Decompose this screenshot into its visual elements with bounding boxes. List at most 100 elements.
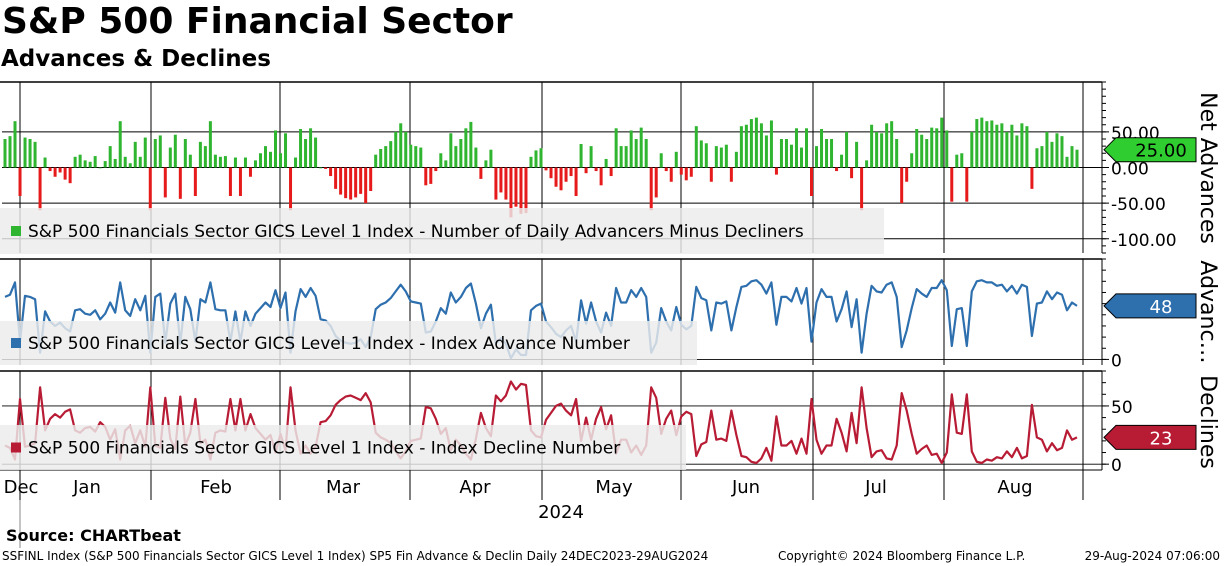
net-advance-bar [810,167,814,196]
net-advance-bar [399,123,403,168]
net-advance-bar [43,157,47,168]
net-advance-bar [794,128,798,168]
net-advance-bar [243,157,247,168]
legend-box [0,425,686,470]
net-advance-bar [228,167,232,196]
net-advance-bar [830,139,834,168]
net-advance-bar [98,167,102,169]
net-advance-bar [38,167,42,211]
net-advance-bar [544,167,548,171]
net-advance-bar [734,151,738,168]
net-advance-bar [764,135,768,168]
x-tick-label-jun: Jun [731,477,760,498]
net-advance-bar [439,153,443,168]
net-advance-bar [1075,149,1079,168]
net-advance-bar [509,167,513,218]
net-advance-bar [699,140,703,168]
net-advance-bar [574,167,578,196]
net-advance-bar [1040,146,1044,168]
legend-box [0,208,884,254]
net-advance-bar [955,154,959,168]
net-advance-bar [769,120,773,168]
net-advance-bar [103,161,107,168]
net-advance-bar [815,146,819,168]
net-advance-bar [704,143,708,168]
net-advance-bar [13,121,17,168]
net-advance-bar [128,163,132,168]
net-advance-bar [319,167,323,169]
net-advance-bar [263,146,267,168]
net-advance-bar [178,167,182,199]
legend-declines: S&P 500 Financials Sector GICS Level 1 I… [28,439,620,459]
net-advance-bar [534,150,538,168]
net-advance-bar [920,134,924,168]
net-advance-bar [669,167,673,182]
net-advance-bar [990,120,994,168]
net-advance-bar [870,124,874,168]
net-advance-bar [639,127,643,168]
net-advance-bar [28,139,32,168]
net-advance-bar [835,167,839,172]
net-advance-bar [845,131,849,168]
net-advance-bar [679,167,683,175]
net-advance-bar [284,133,288,168]
net-advance-bar [1005,131,1009,168]
net-advance-bar [564,167,568,182]
x-tick-label-jul: Jul [864,477,887,498]
x-tick-label-may: May [595,477,633,498]
net-advance-bar [309,128,313,168]
net-advance-bar [709,167,713,182]
legend-swatch [11,442,21,453]
net-advance-bar [589,146,593,168]
advance-line [4,279,1078,360]
legend-swatch [11,338,21,348]
net-advance-bar [324,167,328,169]
net-advance-bar [945,130,949,168]
legend-box [0,321,697,365]
net-advance-bar [153,139,157,168]
net-advance-bar [23,137,27,168]
x-tick-label-mar: Mar [326,477,361,498]
y-tick-label: -100.00 [1111,231,1177,251]
y-tick-label: -50.00 [1111,195,1166,215]
y-tick-label: 0.00 [1111,160,1149,180]
net-advance-bar [594,167,598,172]
net-advance-bar [985,121,989,168]
net-advance-bar [554,167,558,187]
declines-current-value: 23 [1150,428,1173,449]
net-advance-bar [524,167,528,214]
net-advance-bar [689,167,693,177]
axis-title-declines: Declines [1195,375,1220,469]
net-advance-bar [429,167,433,184]
x-tick-label-aug: Aug [997,477,1032,498]
series-description: SSFINL Index (S&P 500 Financials Sector … [2,549,709,563]
net-advance-bar [48,167,52,172]
net-advance-bar [1035,148,1039,168]
net-advance-bar [624,146,628,168]
net-advance-bar [1060,136,1064,168]
net-advance-bar [1045,131,1049,168]
net-advance-bar [1050,141,1054,168]
net-advance-bar [484,160,488,168]
net-advance-bar [900,167,904,204]
y-tick-label: 50 [1111,398,1133,418]
net-advance-bar [8,136,12,168]
net-advance-bar [218,156,222,168]
copyright: Copyright© 2024 Bloomberg Finance L.P. [778,549,1026,563]
net-advance-bar [529,156,533,168]
net-advance-bar [1065,156,1069,168]
net-advance-bar [444,160,448,168]
net-advance-bar [684,167,688,181]
net-advance-bar [369,167,373,192]
net-advance-bar [68,167,72,184]
net-advance-bar [1010,124,1014,168]
net-advance-bar [454,146,458,168]
net-advance-bar [644,139,648,168]
net-advance-bar [394,131,398,168]
net-advance-bar [619,146,623,168]
net-advance-bar [289,167,293,211]
net-advance-bar [784,139,788,168]
net-advance-bar [1030,167,1034,189]
net-advance-bar [108,146,112,168]
net-advance-bar [975,119,979,168]
